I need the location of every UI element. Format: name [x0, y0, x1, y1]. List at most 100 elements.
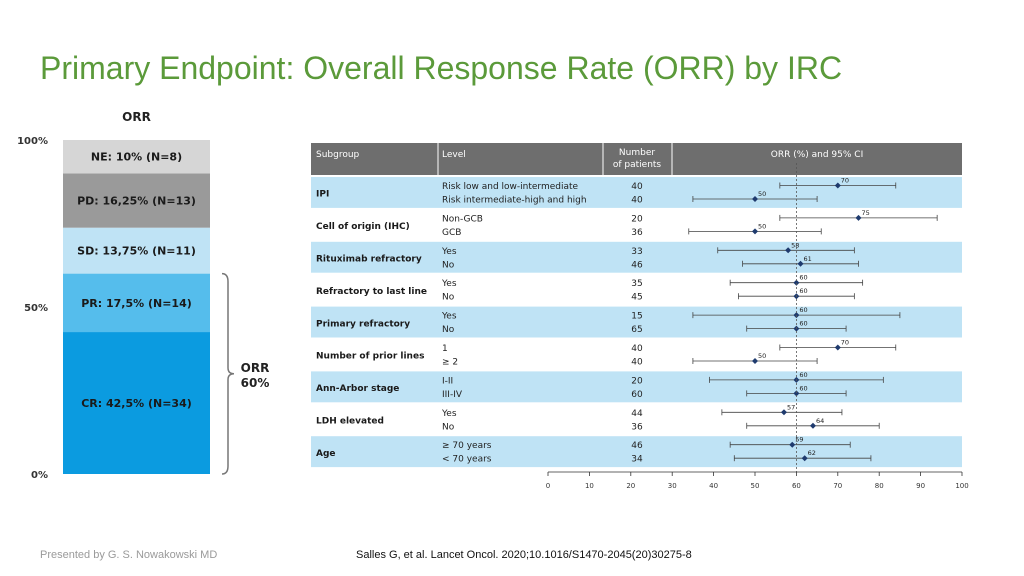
level-label: 1: [442, 344, 448, 354]
group-band: [311, 177, 962, 208]
orr-value-label: 60: [799, 320, 807, 328]
x-tick-label: 0: [546, 482, 550, 490]
orr-point: [834, 344, 841, 351]
x-tick-label: 80: [875, 482, 884, 490]
subgroup-label: Refractory to last line: [316, 287, 427, 297]
segment-label: CR: 42,5% (N=34): [81, 397, 192, 410]
patient-count: 44: [631, 409, 643, 419]
orr-point: [752, 228, 758, 235]
x-tick-label: 70: [833, 482, 842, 490]
orr-value-label: 75: [862, 209, 870, 217]
x-tick-label: 10: [585, 482, 594, 490]
patient-count: 33: [631, 247, 642, 257]
y-tick-label: 50%: [24, 303, 48, 314]
level-label: III-IV: [442, 390, 463, 400]
subgroup-label: Primary refractory: [316, 319, 410, 329]
patient-count: 40: [631, 358, 643, 368]
patient-count: 34: [631, 455, 643, 465]
header-number-line2: of patients: [613, 160, 662, 170]
orr-value-label: 60: [799, 274, 807, 282]
stack-title: ORR: [122, 110, 151, 124]
level-label: Non-GCB: [442, 214, 483, 224]
group-band: [311, 436, 962, 468]
orr-value-label: 50: [758, 190, 766, 198]
stack-segment-0: [63, 332, 210, 474]
stack-segment-1: [63, 273, 210, 333]
orr-value-label: 70: [841, 177, 849, 185]
presenter-credit: Presented by G. S. Nowakowski MD: [40, 549, 218, 561]
orr-value-label: 58: [791, 241, 799, 249]
level-label: Yes: [441, 279, 457, 289]
orr-point: [793, 279, 800, 286]
orr-point: [789, 441, 796, 448]
subgroup-label: Rituximab refractory: [316, 255, 422, 265]
patient-count: 20: [631, 214, 643, 224]
patient-count: 35: [631, 279, 642, 289]
orr-value-label: 50: [758, 222, 766, 230]
level-label: Yes: [441, 312, 457, 322]
orr-point: [801, 455, 808, 462]
x-tick-label: 30: [668, 482, 677, 490]
orr-value-label: 70: [841, 339, 849, 347]
level-label: No: [442, 325, 455, 335]
subgroup-label: Ann-Arbor stage: [316, 384, 399, 394]
x-tick-label: 40: [709, 482, 718, 490]
subgroup-label: Age: [316, 449, 336, 459]
orr-bracket: [221, 272, 235, 475]
group-band: [311, 241, 962, 273]
orr-point: [834, 182, 841, 189]
segment-label: PR: 17,5% (N=14): [81, 297, 192, 310]
orr-value-label: 60: [799, 371, 807, 379]
header-level: Level: [442, 150, 466, 160]
y-tick-label: 0%: [31, 470, 48, 481]
header-number-line1: Number: [619, 148, 655, 158]
subgroup-label: IPI: [316, 190, 329, 200]
level-label: < 70 years: [442, 455, 492, 465]
level-label: No: [442, 260, 455, 270]
level-label: No: [442, 422, 455, 432]
subgroup-label: Cell of origin (IHC): [316, 222, 410, 232]
level-label: Yes: [441, 247, 457, 257]
orr-point: [797, 260, 804, 267]
orr-value-label: 64: [816, 417, 824, 425]
orr-value-label: 60: [799, 287, 807, 295]
x-tick-label: 20: [626, 482, 635, 490]
subgroup-label: Number of prior lines: [316, 352, 424, 362]
stack-segment-4: [63, 140, 210, 174]
orr-value-label: 57: [787, 403, 795, 411]
slide-title: Primary Endpoint: Overall Response Rate …: [40, 50, 843, 86]
patient-count: 15: [631, 312, 642, 322]
x-tick-label: 60: [792, 482, 801, 490]
citation: Salles G, et al. Lancet Oncol. 2020;10.1…: [356, 549, 692, 561]
patient-count: 60: [631, 390, 643, 400]
y-tick-label: 100%: [17, 136, 48, 147]
patient-count: 65: [631, 325, 642, 335]
orr-bracket-value: 60%: [241, 376, 270, 390]
orr-point: [809, 422, 816, 429]
orr-value-label: 62: [808, 449, 816, 457]
level-label: ≥ 70 years: [442, 441, 492, 451]
orr-value-label: 60: [799, 384, 807, 392]
level-label: GCB: [442, 228, 461, 238]
segment-label: PD: 16,25% (N=13): [77, 195, 196, 208]
orr-point: [793, 390, 800, 397]
orr-point: [752, 358, 758, 364]
patient-count: 45: [631, 293, 642, 303]
orr-point: [785, 247, 792, 254]
level-label: Risk low and low-intermediate: [442, 182, 579, 192]
level-label: Yes: [441, 409, 457, 419]
header-orr: ORR (%) and 95% CI: [771, 150, 863, 160]
stack-segment-2: [63, 227, 210, 274]
segment-label: SD: 13,75% (N=11): [77, 245, 196, 258]
subgroup-label: LDH elevated: [316, 417, 384, 427]
patient-count: 40: [631, 196, 643, 206]
patient-count: 36: [631, 228, 643, 238]
group-band: [311, 371, 962, 403]
level-label: No: [442, 293, 455, 303]
patient-count: 46: [631, 441, 643, 451]
x-tick-label: 100: [955, 482, 968, 490]
segment-label: NE: 10% (N=8): [91, 151, 182, 164]
orr-value-label: 50: [758, 352, 766, 360]
orr-point: [752, 196, 758, 202]
